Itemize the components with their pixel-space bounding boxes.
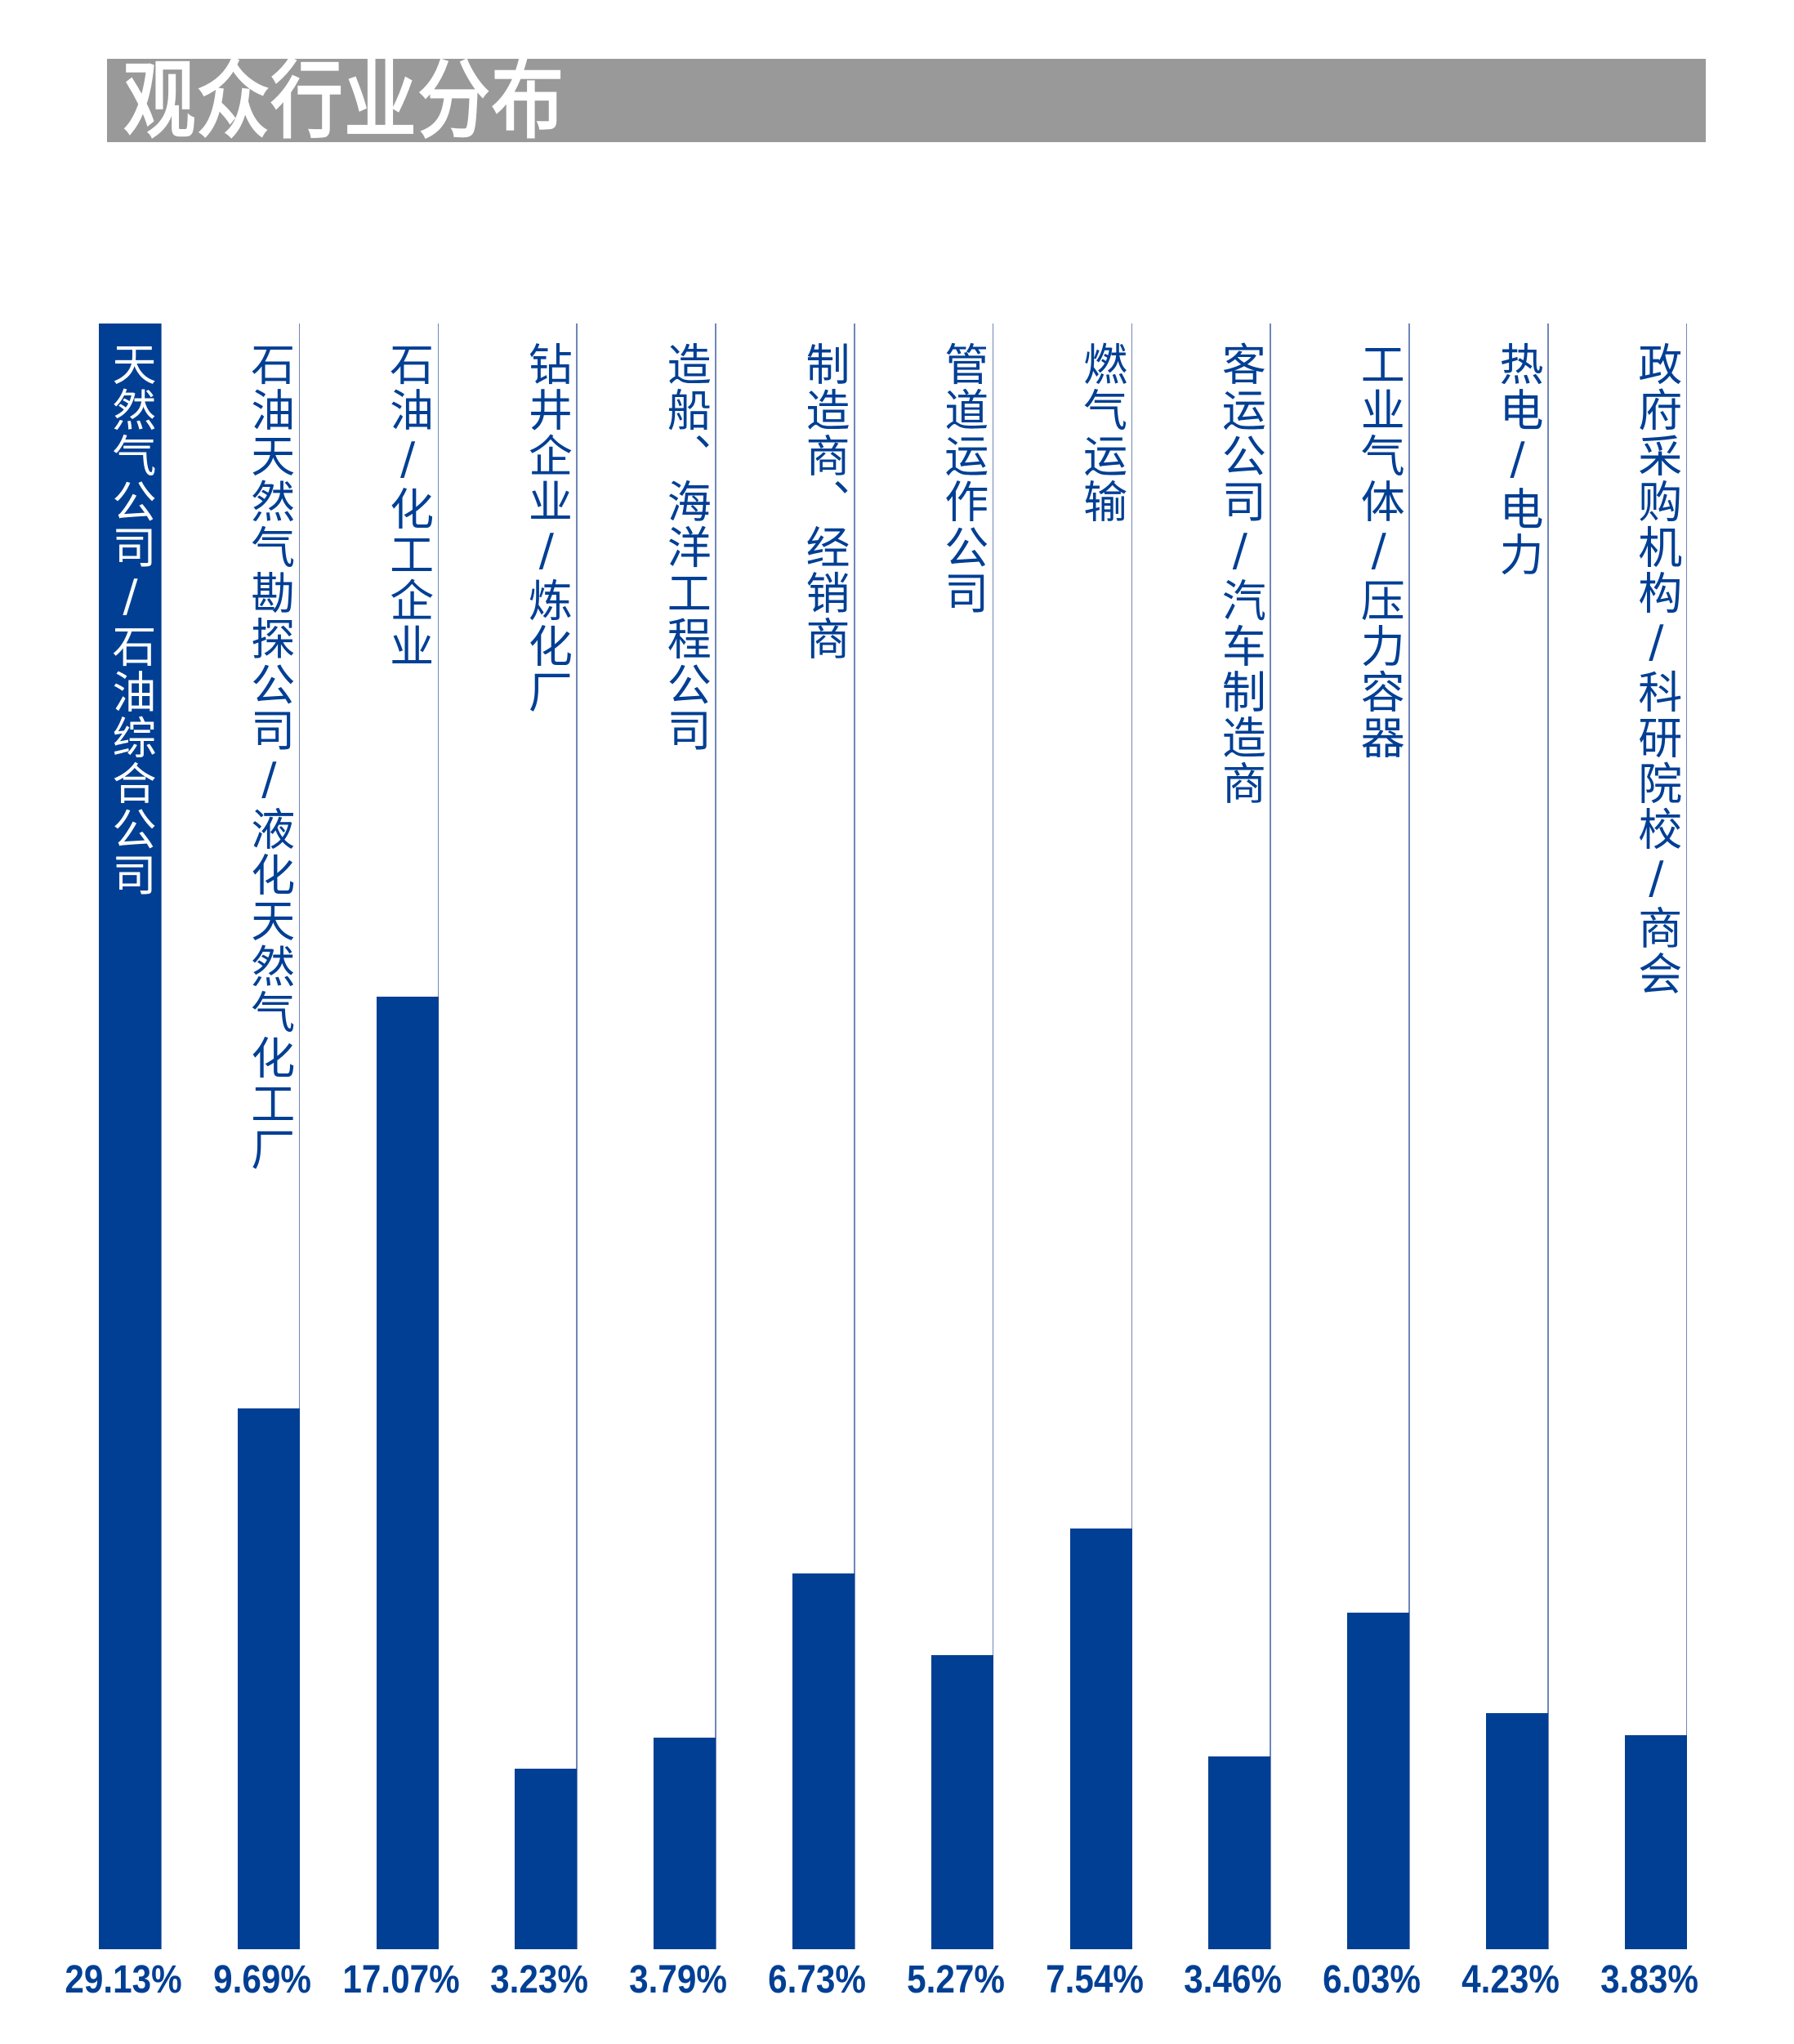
value-label: 4.23% (1462, 1958, 1560, 2002)
column-divider (1131, 324, 1133, 1949)
bar (1624, 1735, 1687, 1949)
bar (1069, 1528, 1132, 1949)
column-divider (1547, 324, 1549, 1949)
category-label: 制造商、经销商 (798, 341, 850, 662)
category-label: 天然气公司/石油综合公司 (105, 341, 156, 898)
category-label: 热电/电力 (1492, 341, 1543, 578)
value-label: 3.83% (1600, 1958, 1698, 2002)
value-label: 6.73% (768, 1958, 866, 2002)
column-divider (1408, 324, 1410, 1949)
category-label: 燃气运输 (1075, 341, 1127, 524)
chart-title: 观众行业分布 (123, 51, 565, 150)
value-label: 6.03% (1323, 1958, 1421, 2002)
value-label: 5.27% (906, 1958, 1005, 2002)
bar (792, 1573, 855, 1949)
bar (930, 1654, 993, 1949)
category-label: 造船、海洋工程公司 (659, 341, 712, 753)
category-label: 钻井企业/炼化厂 (520, 341, 573, 715)
value-label: 3.79% (629, 1958, 728, 2002)
value-label: 7.54% (1045, 1958, 1144, 2002)
value-label: 17.07% (341, 1958, 460, 2002)
value-label: 29.13% (65, 1958, 182, 2002)
category-label: 工业气体/压力容器 (1353, 341, 1405, 761)
category-label: 石油/化工企业 (382, 341, 434, 669)
column-divider (1270, 324, 1271, 1949)
bar (237, 1408, 300, 1949)
bar (1208, 1756, 1271, 1949)
value-label: 3.23% (490, 1958, 589, 2002)
column-divider (854, 324, 855, 1949)
column-divider (715, 324, 716, 1949)
category-label: 客运公司/汽车制造商 (1214, 341, 1266, 806)
column-divider (576, 324, 578, 1949)
bar (376, 996, 439, 1949)
category-label: 管道运作公司 (936, 341, 988, 616)
category-label: 政府采购机构/科研院校/商会 (1630, 341, 1682, 997)
column-divider (298, 324, 301, 1949)
category-label: 石油天然气勘探公司/液化天然气化工厂 (243, 341, 295, 1172)
bar (515, 1769, 578, 1949)
value-label: 9.69% (212, 1958, 311, 2002)
title-bar: 观众行业分布 (107, 51, 1706, 150)
bar (1347, 1613, 1410, 1949)
value-label: 3.46% (1184, 1958, 1283, 2002)
bar (1486, 1713, 1548, 1949)
column-divider (1685, 324, 1688, 1949)
column-divider (992, 324, 994, 1949)
bar (654, 1738, 716, 1949)
bar (99, 324, 161, 1949)
